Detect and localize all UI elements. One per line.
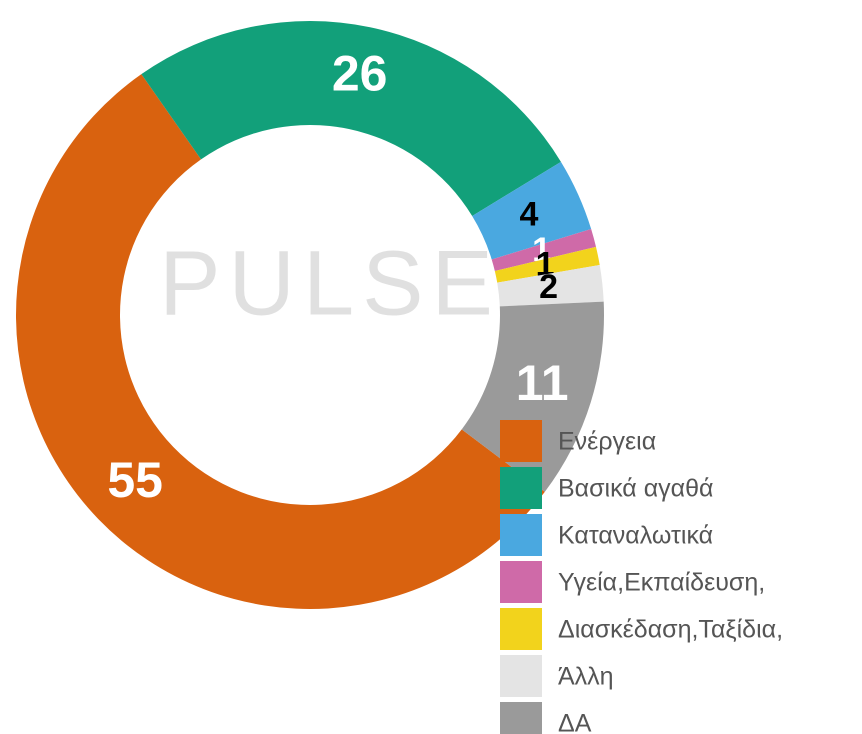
legend-swatch	[500, 467, 542, 509]
legend-swatch	[500, 608, 542, 650]
donut-slice	[491, 229, 596, 271]
data-label: 11	[516, 355, 569, 411]
legend-label: Διασκέδαση,Ταξίδια,	[558, 616, 783, 644]
data-label: 55	[107, 452, 163, 508]
donut-slice	[15, 74, 545, 610]
legend-label: Βασικά αγαθά	[558, 475, 713, 503]
legend-swatch	[500, 702, 542, 734]
legend-swatch	[500, 561, 542, 603]
donut-slice	[461, 301, 604, 492]
legend-label: Ενέργεια	[558, 428, 656, 456]
donut-slice	[494, 246, 600, 283]
legend-swatch	[500, 655, 542, 697]
data-label: 2	[539, 268, 558, 306]
donut-slice	[141, 20, 561, 217]
donut-slice	[472, 161, 592, 260]
legend-label: Καταναλωτικά	[558, 522, 713, 550]
watermark: PULSE	[159, 232, 501, 334]
legend-swatch	[500, 420, 542, 462]
data-label: 26	[332, 45, 388, 101]
legend-label: Άλλη	[558, 663, 614, 691]
donut-slice	[497, 264, 604, 307]
legend-label: ΔΑ	[558, 710, 592, 734]
legend-swatch	[500, 514, 542, 556]
legend-label: Υγεία,Εκπαίδευση,	[558, 569, 765, 597]
data-label: 4	[519, 196, 538, 234]
